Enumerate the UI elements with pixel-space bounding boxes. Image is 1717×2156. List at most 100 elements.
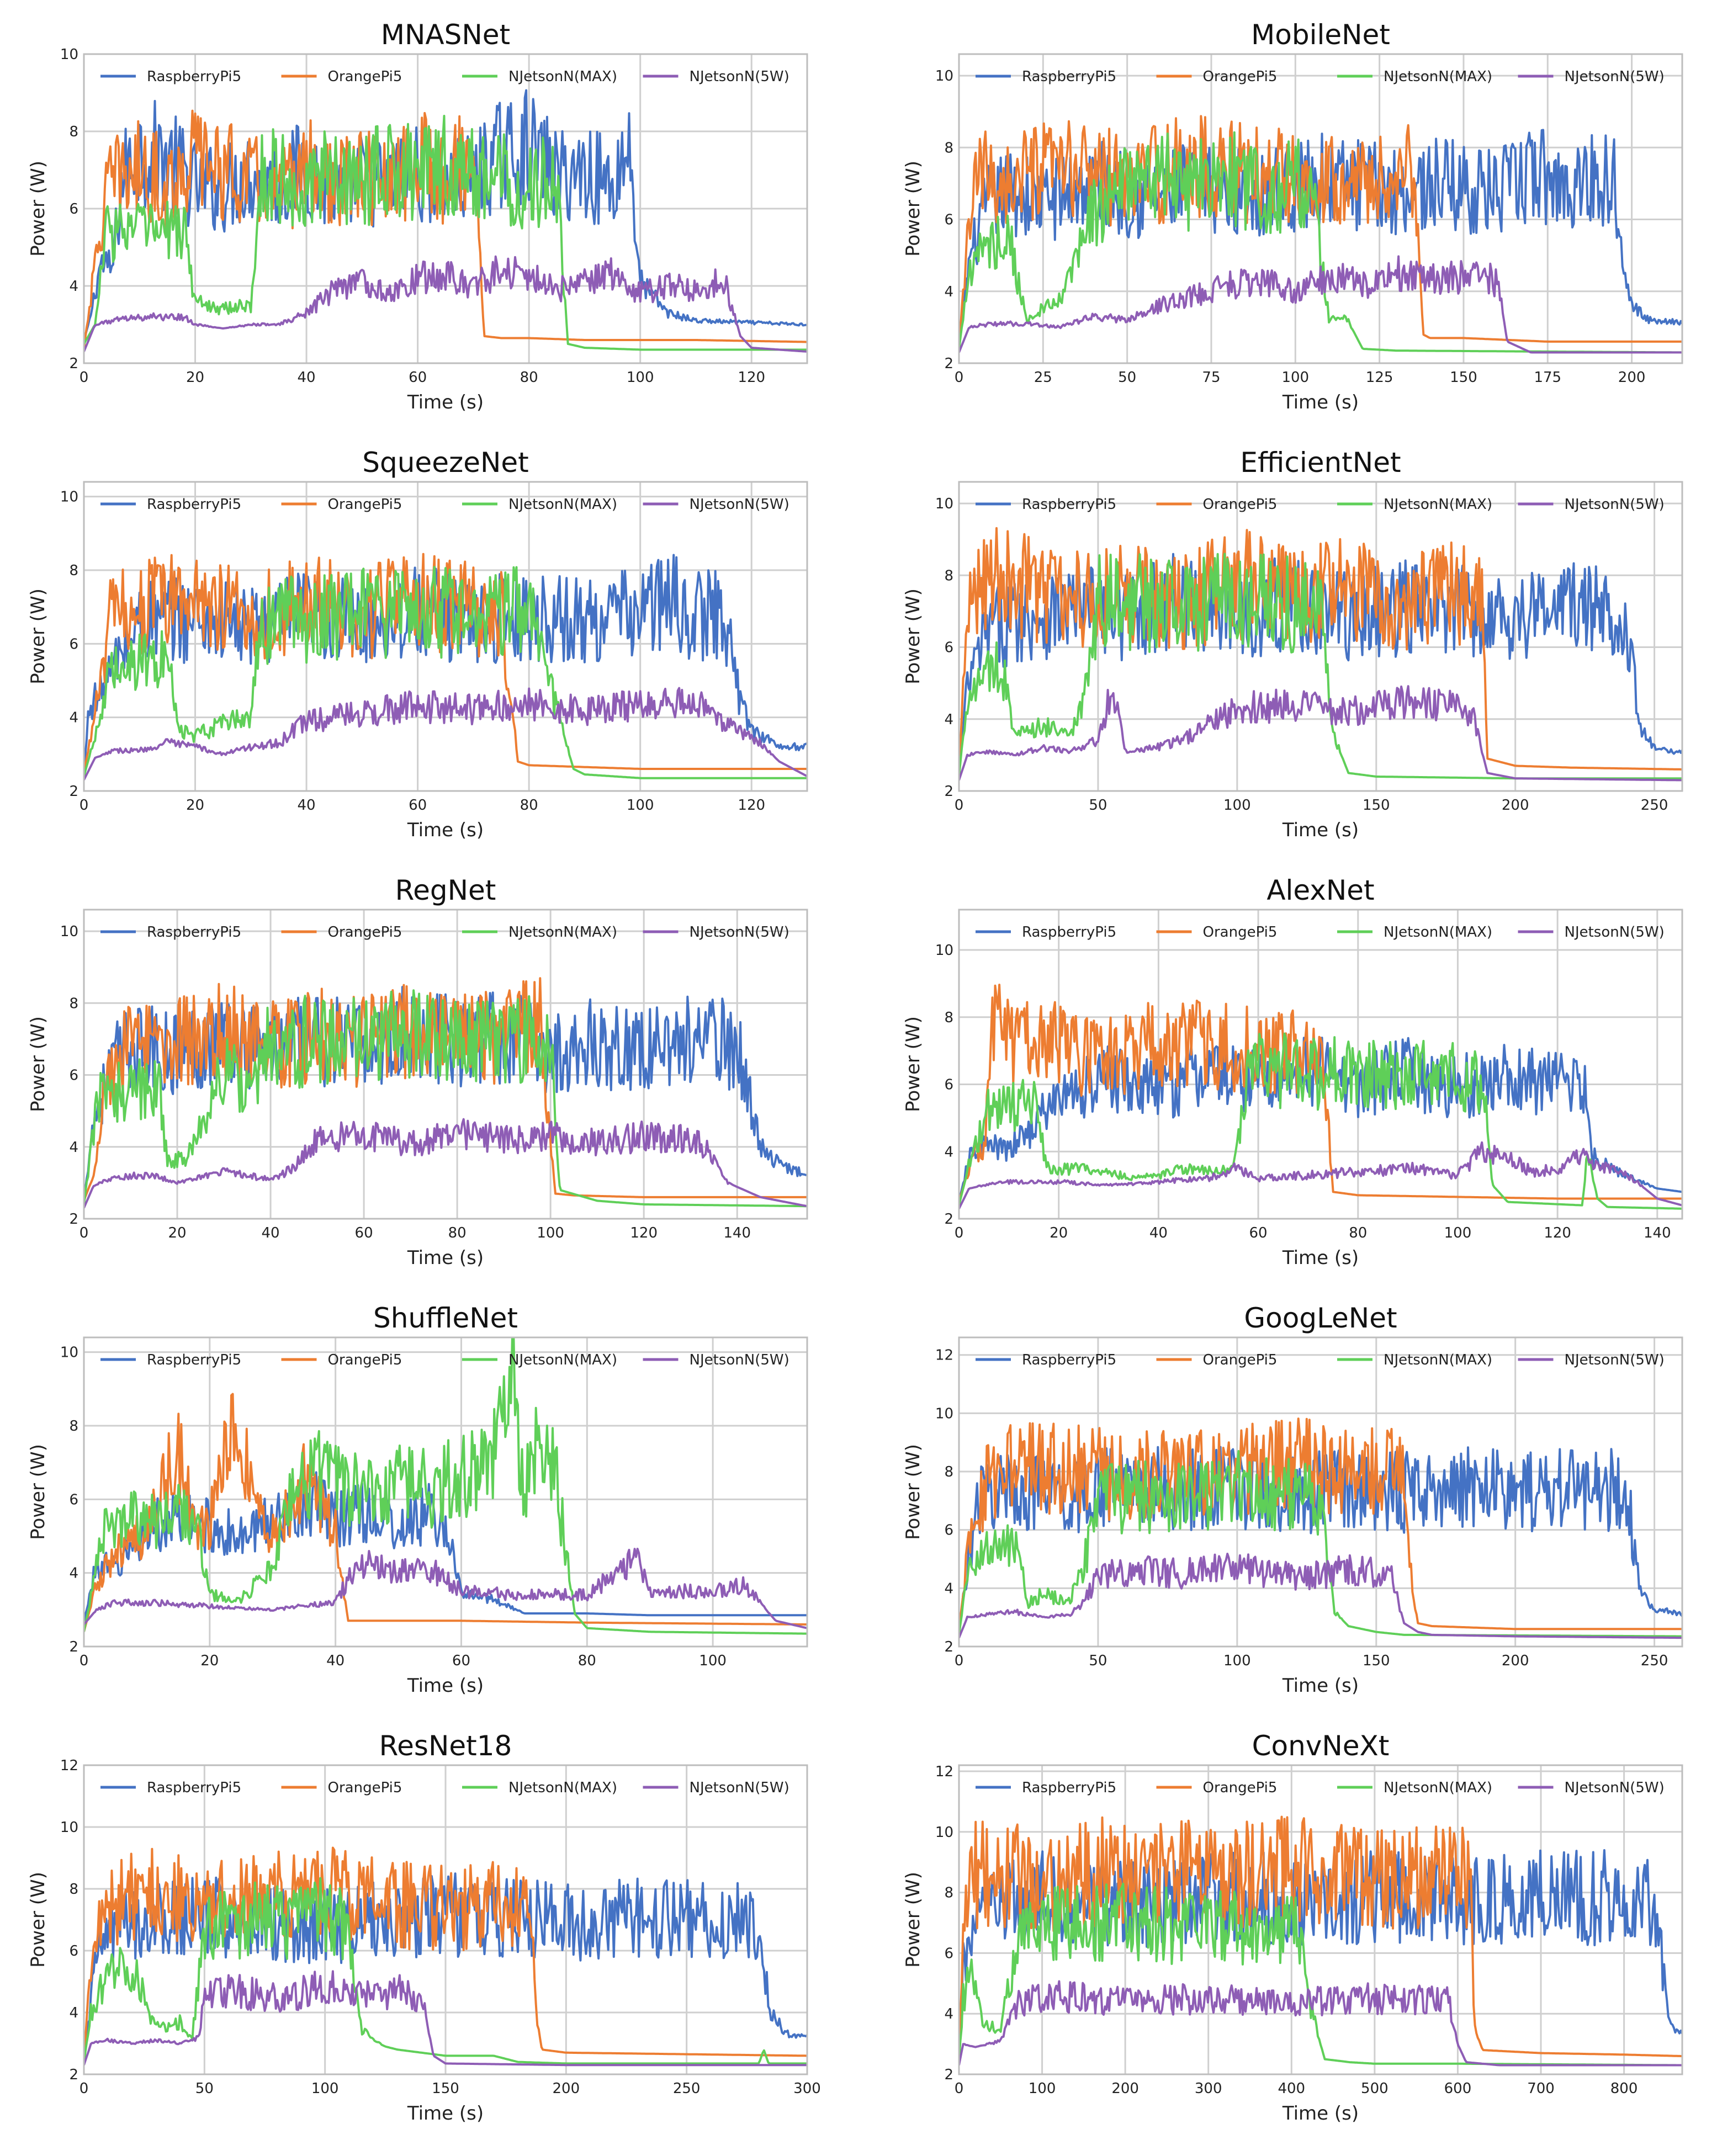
plot-frame xyxy=(958,1764,1683,2075)
x-tick-label: 200 xyxy=(1502,797,1529,814)
y-tick-label: 2 xyxy=(69,783,78,800)
x-tick-label: 50 xyxy=(195,2080,214,2097)
legend-label-njetsonn-max: NJetsonN(MAX) xyxy=(508,924,617,941)
y-tick-label: 2 xyxy=(69,2067,78,2083)
legend-label-njetsonn-5w: NJetsonN(5W) xyxy=(1565,496,1665,513)
chart-title: ShuffleNet xyxy=(373,1302,518,1334)
x-tick-label: 0 xyxy=(955,1225,964,1241)
legend-label-njetsonn-max: NJetsonN(MAX) xyxy=(1384,68,1492,85)
x-tick-label: 250 xyxy=(1641,1653,1668,1669)
chart-efficientnet: 0 50 100 150 200 250 2 4 6 8 10 EfficientNet Time (s… xyxy=(902,447,1683,841)
y-tick-label: 2 xyxy=(69,355,78,372)
y-axis-label: Power (W) xyxy=(27,161,49,257)
y-tick-label: 8 xyxy=(69,1881,78,1898)
x-tick-label: 80 xyxy=(520,797,538,814)
legend-label-raspberrypi5: RaspberryPi5 xyxy=(1022,924,1116,941)
y-tick-label: 8 xyxy=(944,1010,953,1026)
y-tick-label: 8 xyxy=(944,1464,953,1480)
series-line-njetsonn-max xyxy=(84,566,807,779)
x-tick-label: 80 xyxy=(1349,1225,1367,1241)
y-axis-label: Power (W) xyxy=(902,588,924,684)
x-axis-label: Time (s) xyxy=(407,1247,484,1269)
x-tick-label: 175 xyxy=(1534,369,1561,386)
series-line-njetsonn-5w xyxy=(84,255,807,353)
legend-label-njetsonn-5w: NJetsonN(5W) xyxy=(690,68,789,85)
x-tick-label: 40 xyxy=(1149,1225,1168,1241)
x-tick-label: 125 xyxy=(1366,369,1393,386)
legend-label-njetsonn-max: NJetsonN(MAX) xyxy=(508,68,617,85)
x-tick-label: 140 xyxy=(723,1225,751,1241)
legend-label-raspberrypi5: RaspberryPi5 xyxy=(1022,496,1116,513)
legend-label-njetsonn-max: NJetsonN(MAX) xyxy=(508,1780,617,1796)
x-tick-label: 700 xyxy=(1527,2080,1555,2097)
x-tick-label: 0 xyxy=(80,2080,89,2097)
x-tick-label: 20 xyxy=(200,1653,219,1669)
legend-label-orangepi5: OrangePi5 xyxy=(328,1352,402,1368)
y-tick-label: 6 xyxy=(944,1945,953,1962)
series-line-njetsonn-max xyxy=(84,989,807,1208)
y-axis-label: Power (W) xyxy=(902,161,924,257)
x-tick-label: 300 xyxy=(1195,2080,1222,2097)
series-line-njetsonn-5w xyxy=(84,1970,807,2067)
x-tick-label: 100 xyxy=(1444,1225,1472,1241)
x-tick-label: 100 xyxy=(627,797,654,814)
y-tick-label: 6 xyxy=(944,212,953,229)
y-tick-label: 8 xyxy=(69,562,78,579)
legend-label-njetsonn-max: NJetsonN(MAX) xyxy=(1384,1780,1492,1796)
y-tick-label: 2 xyxy=(944,355,953,372)
x-tick-label: 200 xyxy=(553,2080,580,2097)
y-tick-label: 10 xyxy=(60,489,78,506)
x-axis-label: Time (s) xyxy=(1282,1247,1359,1269)
legend-label-raspberrypi5: RaspberryPi5 xyxy=(147,68,241,85)
x-tick-label: 100 xyxy=(537,1225,564,1241)
legend: RaspberryPi5 OrangePi5 NJetsonN(MAX) NJetso… xyxy=(976,1352,1665,1368)
y-tick-label: 6 xyxy=(69,1068,78,1084)
y-tick-label: 6 xyxy=(69,201,78,217)
x-tick-label: 0 xyxy=(955,797,964,814)
series-line-njetsonn-5w xyxy=(959,1980,1682,2067)
plot-frame xyxy=(958,909,1683,1220)
x-tick-label: 0 xyxy=(955,1653,964,1669)
y-axis-label: Power (W) xyxy=(27,1016,49,1112)
x-tick-label: 800 xyxy=(1610,2080,1638,2097)
x-tick-label: 400 xyxy=(1278,2080,1305,2097)
series-line-njetsonn-5w xyxy=(959,255,1682,354)
legend: RaspberryPi5 OrangePi5 NJetsonN(MAX) NJetso… xyxy=(976,924,1665,941)
x-tick-label: 40 xyxy=(298,369,316,386)
y-tick-label: 4 xyxy=(944,1144,953,1160)
chart-convnext: 0 100 200 300 400 500 600 700 800 2 4 6 8 10 12 ConvNeX… xyxy=(902,1730,1683,2125)
y-tick-label: 2 xyxy=(944,1211,953,1228)
y-tick-label: 8 xyxy=(69,1418,78,1435)
plot-area xyxy=(84,1337,807,1647)
series-line-raspberrypi5 xyxy=(84,1471,807,1621)
y-tick-label: 8 xyxy=(944,567,953,584)
x-axis-label: Time (s) xyxy=(1282,1675,1359,1697)
series-line-njetsonn-5w xyxy=(959,1553,1682,1639)
series-line-orangepi5 xyxy=(959,984,1682,1203)
y-tick-label: 10 xyxy=(935,496,953,512)
y-tick-label: 6 xyxy=(69,1491,78,1508)
x-tick-label: 0 xyxy=(80,1225,89,1241)
x-tick-label: 40 xyxy=(326,1653,345,1669)
x-axis-label: Time (s) xyxy=(407,391,484,413)
x-tick-label: 150 xyxy=(432,2080,459,2097)
y-tick-label: 2 xyxy=(69,1211,78,1228)
legend-label-njetsonn-5w: NJetsonN(5W) xyxy=(1565,1780,1665,1796)
y-tick-label: 12 xyxy=(935,1347,953,1364)
legend-label-orangepi5: OrangePi5 xyxy=(328,68,402,85)
legend-label-orangepi5: OrangePi5 xyxy=(328,924,402,941)
x-tick-label: 250 xyxy=(673,2080,701,2097)
legend-label-njetsonn-5w: NJetsonN(5W) xyxy=(690,924,789,941)
y-tick-label: 10 xyxy=(60,1345,78,1361)
legend-label-orangepi5: OrangePi5 xyxy=(1203,924,1278,941)
x-tick-label: 120 xyxy=(738,369,765,386)
plot-frame xyxy=(83,909,808,1220)
x-tick-label: 600 xyxy=(1444,2080,1472,2097)
x-tick-label: 50 xyxy=(1118,369,1136,386)
y-tick-label: 6 xyxy=(69,636,78,652)
series-line-orangepi5 xyxy=(84,1393,807,1632)
x-tick-label: 120 xyxy=(1544,1225,1571,1241)
y-tick-label: 8 xyxy=(69,124,78,140)
x-tick-label: 80 xyxy=(448,1225,467,1241)
x-tick-label: 200 xyxy=(1618,369,1646,386)
